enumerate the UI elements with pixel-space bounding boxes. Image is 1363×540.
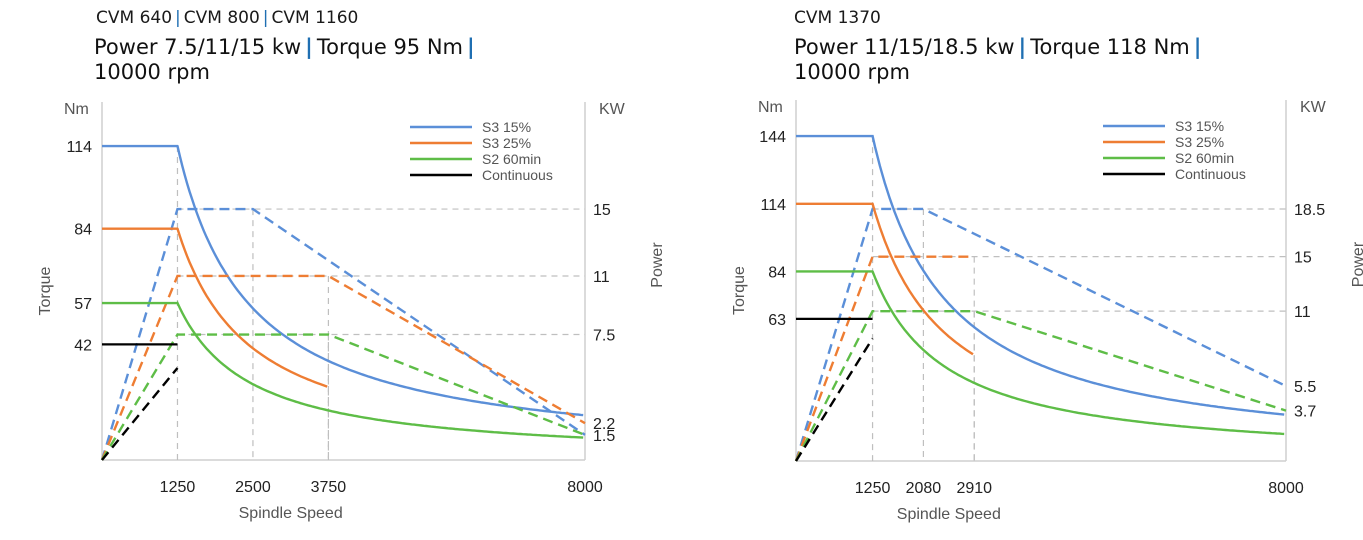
power-axis-label: Power <box>649 242 666 288</box>
x-axis-label: Spindle Speed <box>897 506 1001 523</box>
torque-tick-label: 114 <box>66 139 92 156</box>
legend-label: Continuous <box>482 167 553 183</box>
power-unit-label: KW <box>599 101 626 118</box>
power-curve-s3-25 <box>100 274 586 461</box>
legend-label: S2 60min <box>482 151 541 167</box>
model-label: CVM 1370 <box>794 8 881 28</box>
chart-panel-left: CVM 640 | CVM 800 | CVM 1160 Power 7.5/11/15… <box>0 0 680 540</box>
spec-line: Power 7.5/11/15 kw | Torque 95 Nm | 10000 rp… <box>94 35 475 85</box>
torque-tick-label: 144 <box>759 129 786 146</box>
torque-tick-label: 84 <box>74 222 92 239</box>
torque-power-chart: Nm KW Torque Power Spindle Speed 114 84 57 42 15 1… <box>37 101 666 522</box>
power-tick-label: 3.7 <box>1294 404 1316 421</box>
legend-label: S3 15% <box>482 119 531 135</box>
power-curve-s3-15 <box>794 207 1287 462</box>
torque-curve-s2-60 <box>102 300 584 439</box>
power-tick-label: 11 <box>593 269 610 286</box>
x-tick-label: 3750 <box>311 479 347 496</box>
power-tick-label: 15 <box>1294 250 1312 267</box>
power-curve-continuous <box>101 367 179 461</box>
torque-axis-label: Torque <box>731 266 748 315</box>
spec-rpm: 10000 rpm <box>794 60 910 85</box>
spec-power: Power 11/15/18.5 kw <box>794 35 1015 59</box>
power-curve-s2-60 <box>794 309 1287 462</box>
torque-curve-s3-25 <box>102 227 328 388</box>
power-tick-label: 18.5 <box>1294 202 1325 219</box>
power-tick-label: 7.5 <box>593 328 615 345</box>
power-tick-label: 11 <box>1294 304 1311 321</box>
x-axis-label: Spindle Speed <box>239 505 343 522</box>
power-curve-continuous <box>794 337 874 462</box>
x-tick-label: 8000 <box>1268 480 1304 497</box>
power-curve-s2-60 <box>100 333 586 461</box>
x-tick-label: 1250 <box>160 479 196 496</box>
chart-panel-right: CVM 1370 Power 11/15/18.5 kw | Torque 118 … <box>698 0 1363 540</box>
power-tick-label: 5.5 <box>1294 379 1316 396</box>
power-tick-label: 2.2 <box>593 416 615 433</box>
model-label: CVM 640 <box>96 8 173 28</box>
torque-unit-label: Nm <box>64 101 89 118</box>
model-list: CVM 1370 <box>794 8 881 28</box>
power-tick-label: 1.5 <box>593 428 615 445</box>
torque-power-chart: Nm KW Torque Power Spindle Speed 144 114 84 63 18… <box>731 99 1363 523</box>
model-list: CVM 640 | CVM 800 | CVM 1160 <box>96 8 359 28</box>
spec-rpm: 10000 rpm <box>94 60 210 85</box>
power-tick-label: 15 <box>593 202 611 219</box>
torque-tick-label: 114 <box>760 197 786 214</box>
model-label: CVM 1160 <box>271 8 359 28</box>
x-tick-label: 2500 <box>235 479 271 496</box>
legend-label: S3 15% <box>1175 118 1224 134</box>
x-tick-label: 2910 <box>956 480 992 497</box>
torque-tick-label: 57 <box>74 296 92 313</box>
spec-torque: Torque 118 Nm <box>1030 35 1190 59</box>
x-tick-label: 2080 <box>906 480 942 497</box>
legend-label: Continuous <box>1175 166 1246 182</box>
torque-curve-s3-15 <box>796 134 1285 416</box>
torque-tick-label: 42 <box>74 337 92 354</box>
model-label: CVM 800 <box>183 8 260 28</box>
spec-line: Power 11/15/18.5 kw | Torque 118 Nm | 10000 … <box>794 35 1202 85</box>
legend-label: S2 60min <box>1175 150 1234 166</box>
power-axis-label: Power <box>1350 241 1363 287</box>
legend-label: S3 25% <box>1175 134 1224 150</box>
power-unit-label: KW <box>1300 99 1327 116</box>
torque-curve-s3-15 <box>102 144 584 417</box>
x-tick-label: 1250 <box>855 480 891 497</box>
power-curve-s3-25 <box>794 255 975 462</box>
torque-axis-label: Torque <box>37 266 54 315</box>
power-curve-s3-15 <box>100 207 586 461</box>
x-tick-label: 8000 <box>567 479 603 496</box>
spec-torque: Torque 95 Nm <box>316 35 464 59</box>
torque-curve-s2-60 <box>796 270 1285 436</box>
torque-tick-label: 84 <box>768 264 786 281</box>
torque-curve-s3-25 <box>796 202 974 356</box>
torque-unit-label: Nm <box>758 99 783 116</box>
spec-power: Power 7.5/11/15 kw <box>94 35 302 59</box>
torque-tick-label: 63 <box>768 312 786 329</box>
legend-label: S3 25% <box>482 135 531 151</box>
